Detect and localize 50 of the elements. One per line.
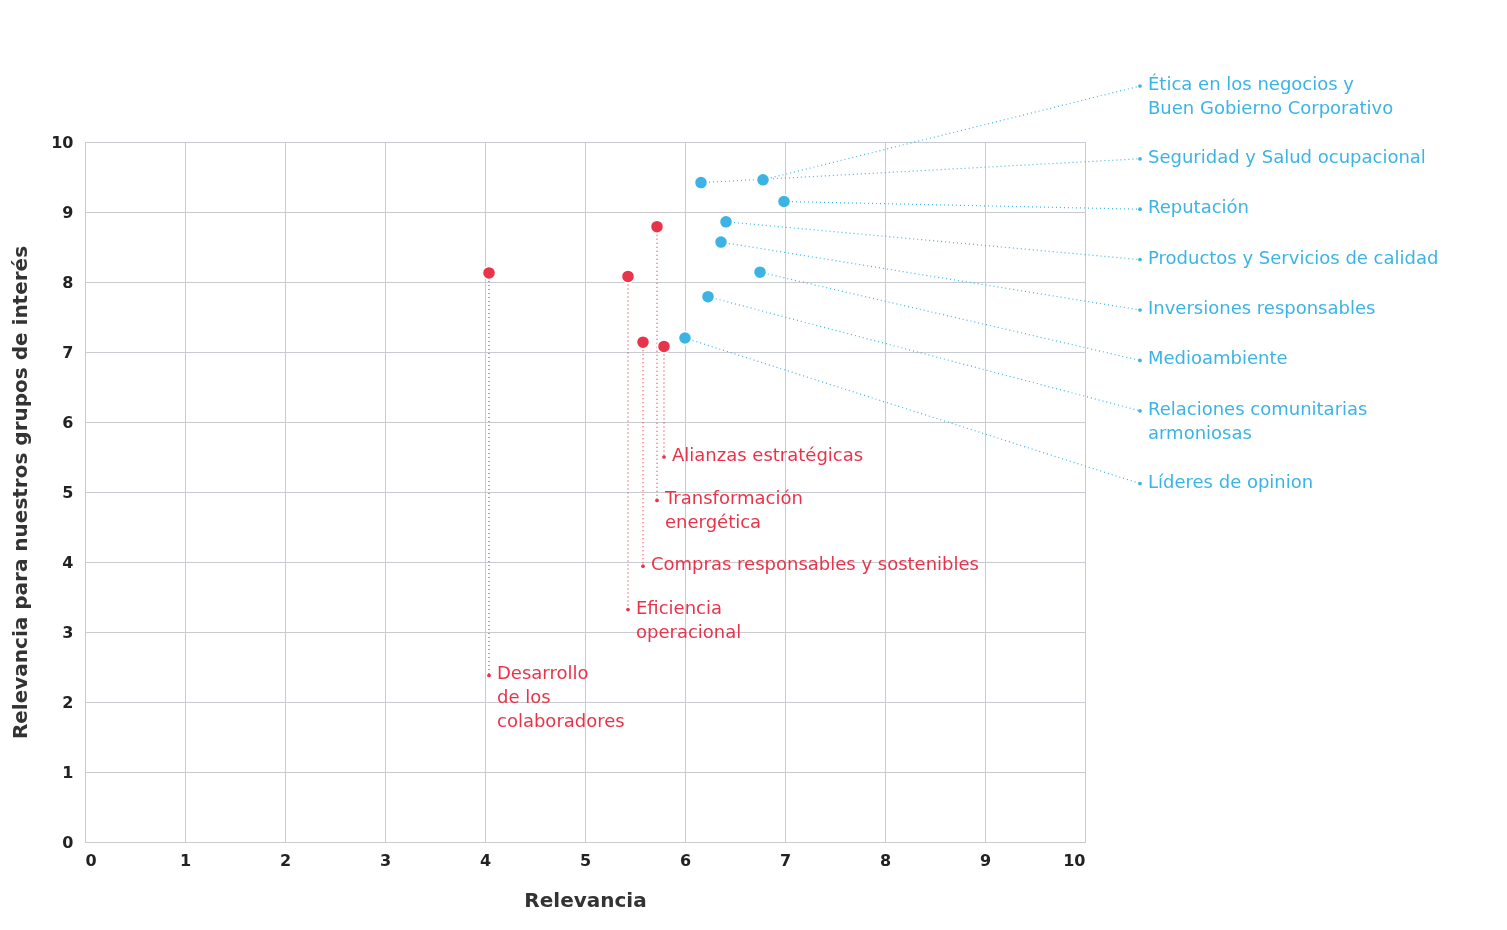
- annotation: Ética en los negocios y Buen Gobierno Corporativo: [1148, 73, 1394, 118]
- x-tick-label: 5: [579, 850, 592, 870]
- annotation: Transformación energética: [664, 487, 803, 533]
- x-tick-label: 9: [979, 850, 992, 870]
- point: [693, 175, 709, 190]
- point: [718, 214, 734, 230]
- y-tick-label: 4: [62, 552, 74, 572]
- x-tick-label: 10: [1063, 850, 1086, 870]
- x-tick-label: 8: [879, 850, 892, 870]
- y-tick-label: 8: [62, 272, 74, 292]
- point: [755, 172, 771, 188]
- point: [713, 234, 729, 250]
- x-tick-label: 4: [479, 850, 492, 870]
- x-tick-label: 6: [679, 850, 692, 870]
- annotation: Compras responsables y sostenibles: [651, 553, 979, 575]
- annotation: Medioambiente: [1148, 347, 1288, 369]
- point: [635, 334, 651, 350]
- y-tick-label: 7: [62, 342, 74, 362]
- annotation: Inversiones responsables: [1148, 297, 1376, 318]
- x-tick-label: 2: [279, 850, 292, 870]
- x-axis-title: Relevancia: [524, 887, 647, 912]
- annotation: Reputación: [1148, 196, 1250, 218]
- annotation: Seguridad y Salud ocupacional: [1148, 145, 1426, 167]
- point: [700, 289, 716, 304]
- y-tick-label: 5: [62, 482, 74, 502]
- annotation: Alianzas estratégicas: [672, 444, 864, 465]
- point: [656, 339, 672, 354]
- point: [649, 219, 665, 234]
- y-tick-label: 1: [62, 762, 74, 782]
- x-tick-label: 1: [179, 850, 192, 870]
- annotation: Eficiencia operacional: [636, 596, 742, 642]
- y-tick-label: 0: [62, 832, 74, 852]
- y-tick-label: 3: [62, 622, 74, 642]
- annotation: Líderes de opinion: [1148, 470, 1314, 492]
- point: [752, 264, 768, 280]
- y-axis-title: Relevancia para nuestros grupos de interés: [8, 245, 33, 740]
- annotation: Relaciones comunitarias armoniosas: [1148, 397, 1368, 443]
- point: [481, 265, 497, 281]
- y-tick-label: 6: [62, 412, 74, 432]
- y-tick-label: 10: [51, 132, 74, 152]
- x-tick-label: 3: [379, 850, 392, 870]
- x-tick-label: 0: [85, 850, 97, 870]
- y-tick-label: 9: [62, 202, 74, 222]
- annotation: Desarrollo de los colaboradores: [497, 662, 625, 732]
- point: [776, 194, 792, 209]
- point: [620, 269, 636, 284]
- annotation: Productos y Servicios de calidad: [1148, 246, 1439, 268]
- point: [677, 330, 693, 346]
- y-tick-label: 2: [62, 692, 74, 712]
- x-tick-label: 7: [779, 850, 792, 870]
